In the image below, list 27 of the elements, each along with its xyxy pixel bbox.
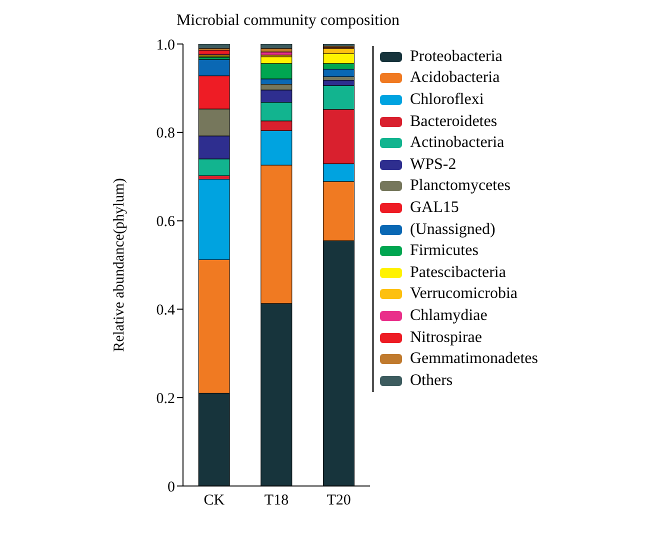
x-tick-label: CK [204, 492, 225, 509]
y-axis-title: Relative abundance(phylum) [111, 178, 128, 352]
legend-label: Patescibacteria [410, 264, 506, 282]
y-tick-label: 1.0 [156, 37, 175, 54]
legend-label: Nitrospirae [410, 328, 482, 347]
legend-label: WPS-2 [410, 156, 456, 174]
legend-label: Actinobacteria [410, 134, 504, 152]
x-tick-label: T20 [326, 492, 351, 509]
y-tick-label: 0.2 [156, 390, 175, 407]
legend-label: Firmicutes [410, 242, 478, 260]
y-tick-label: 0.6 [156, 214, 176, 230]
legend-label: Others [410, 372, 453, 390]
chart-title: Microbial community composition [175, 12, 401, 30]
legend-label: Chloroflexi [410, 90, 484, 109]
y-tick-label: 0.8 [156, 126, 175, 142]
legend-label: (Unassigned) [410, 220, 496, 239]
legend-label: Gemmatimonadetes [410, 350, 538, 368]
legend-label: GAL15 [410, 198, 459, 217]
legend-label: Bacteroidetes [410, 112, 498, 131]
x-tick-label: T18 [264, 492, 289, 509]
legend-label: Acidobacteria [410, 69, 500, 88]
legend-label: Chlamydiae [410, 306, 488, 325]
legend-label: Verrucomicrobia [410, 285, 518, 304]
y-tick-label: 0 [168, 479, 175, 496]
legend-label: Proteobacteria [410, 48, 502, 66]
legend-label: Planctomycetes [410, 177, 510, 196]
y-tick-label: 0.4 [156, 302, 176, 319]
